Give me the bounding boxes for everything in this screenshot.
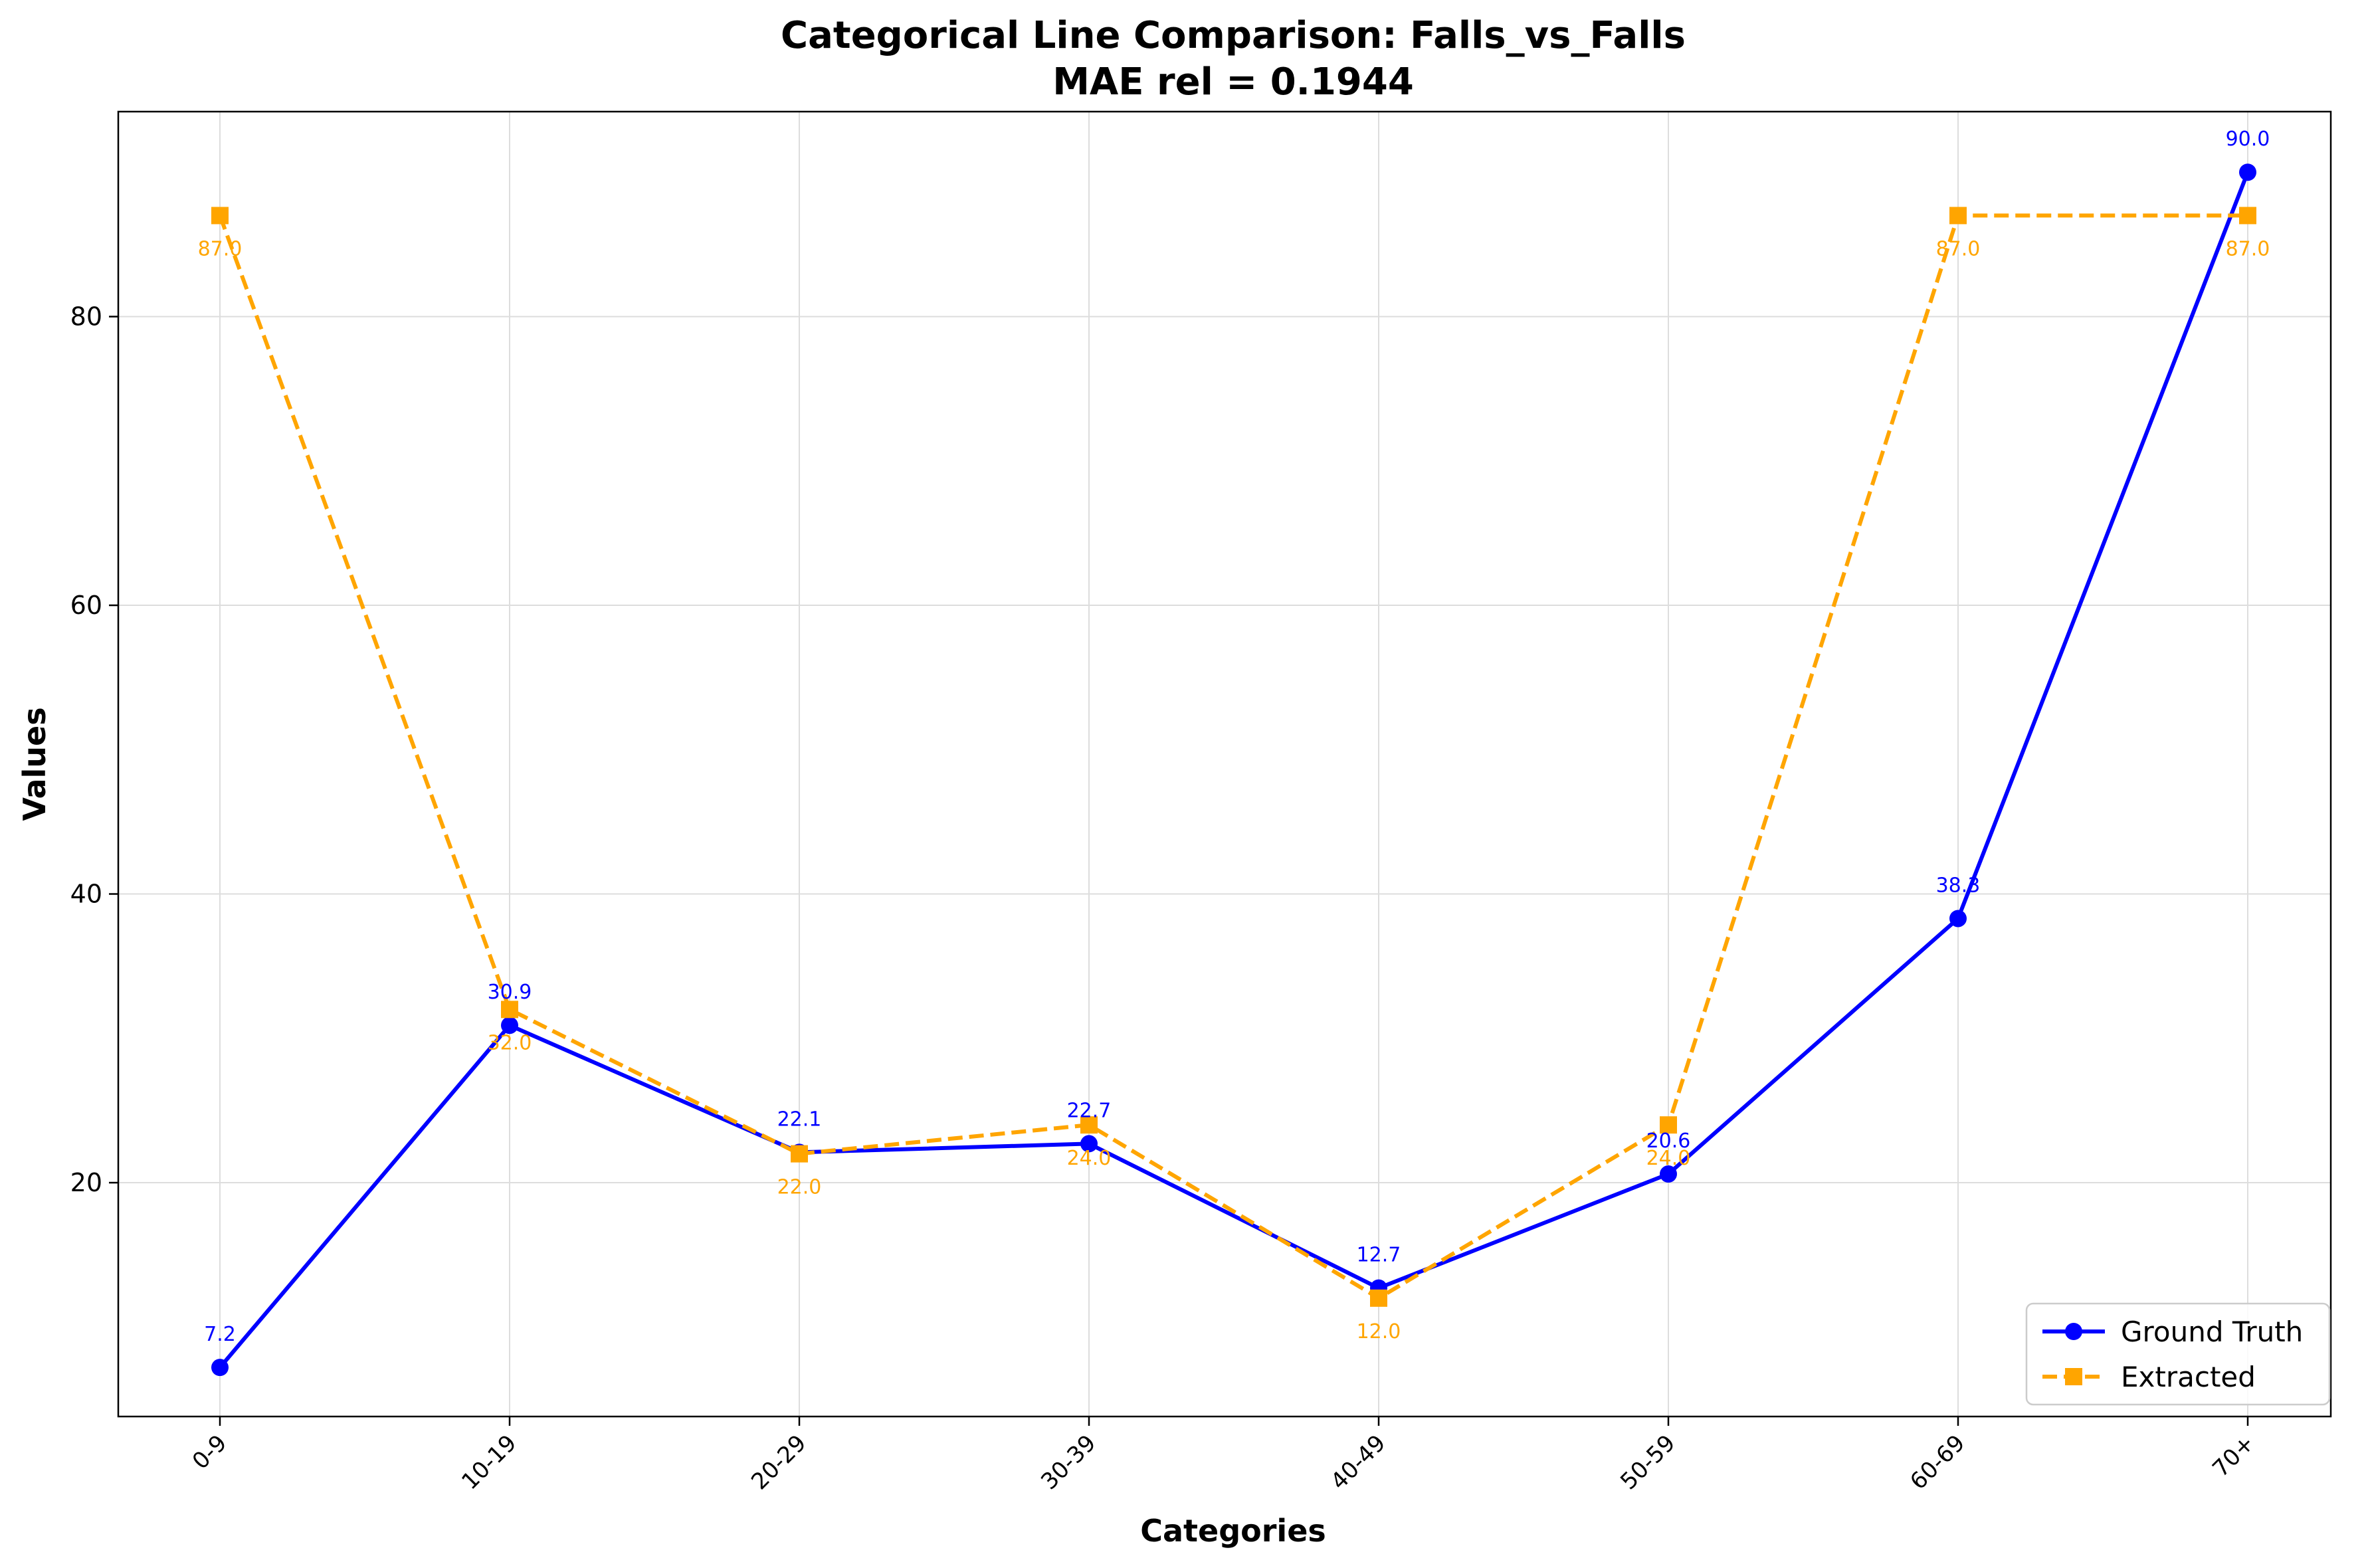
data-point-ground-truth: [501, 1017, 518, 1034]
y-axis-label: Values: [17, 707, 52, 821]
data-point-ground-truth: [211, 1359, 229, 1377]
data-point-extracted: [1660, 1116, 1677, 1134]
data-point-extracted: [1370, 1289, 1387, 1307]
data-label-extracted: 87.0: [2226, 237, 2270, 260]
data-point-extracted: [211, 207, 229, 225]
series-group: [211, 163, 2256, 1377]
series-line-ground-truth: [218, 171, 2250, 1369]
data-point-extracted: [2239, 207, 2256, 225]
y-tick-label: 80: [70, 302, 102, 332]
data-point-ground-truth: [1660, 1165, 1677, 1183]
data-label-ground-truth: 20.6: [1646, 1129, 1691, 1153]
chart-title: Categorical Line Comparison: Falls_vs_Fa…: [781, 14, 1686, 57]
y-tick-label: 40: [70, 880, 102, 909]
legend-label-ground-truth: Ground Truth: [2121, 1316, 2303, 1348]
data-point-extracted: [501, 1001, 518, 1019]
data-label-extracted: 87.0: [1936, 237, 1981, 260]
data-point-ground-truth: [1949, 910, 1967, 928]
legend-box: [2025, 1302, 2331, 1406]
grid-lines: [118, 112, 2331, 1417]
data-label-ground-truth: 30.9: [488, 981, 532, 1004]
data-label-extracted: 87.0: [198, 237, 243, 260]
data-label-extracted: 32.0: [488, 1031, 532, 1054]
data-point-extracted: [1080, 1116, 1098, 1134]
data-label-extracted: 12.0: [1357, 1320, 1401, 1343]
data-label-ground-truth: 7.2: [204, 1323, 236, 1346]
data-label-ground-truth: 38.3: [1936, 874, 1981, 897]
data-point-extracted: [1949, 207, 1967, 225]
y-tick-label: 60: [70, 591, 102, 620]
data-label-ground-truth: 22.1: [777, 1108, 822, 1131]
data-point-extracted: [791, 1145, 808, 1163]
series-line-extracted: [218, 213, 2248, 1300]
data-label-extracted: 22.0: [777, 1176, 822, 1199]
legend: Ground Truth Extracted: [2025, 1302, 2331, 1406]
x-axis-label: Categories: [1140, 1513, 1326, 1549]
legend-marker-ground-truth: [2065, 1323, 2082, 1340]
data-point-ground-truth: [2239, 163, 2256, 181]
legend-marker-extracted: [2065, 1368, 2082, 1385]
data-label-ground-truth: 22.7: [1067, 1099, 1112, 1122]
data-label-ground-truth: 90.0: [2226, 128, 2270, 151]
plot-frame: [117, 110, 2332, 1418]
y-tick-label: 20: [70, 1168, 102, 1197]
legend-label-extracted: Extracted: [2121, 1361, 2256, 1393]
data-label-extracted: 24.0: [1067, 1147, 1112, 1170]
data-point-ground-truth: [1080, 1135, 1098, 1153]
data-label-ground-truth: 12.7: [1357, 1244, 1401, 1267]
data-labels: 7.2 30.9 22.1 22.7 12.7 20.6 38.3 90.0 87.0 32.0 2…: [198, 128, 2270, 1346]
data-label-extracted: 24.0: [1646, 1147, 1691, 1170]
chart-subtitle: MAE rel = 0.1944: [1052, 60, 1414, 104]
